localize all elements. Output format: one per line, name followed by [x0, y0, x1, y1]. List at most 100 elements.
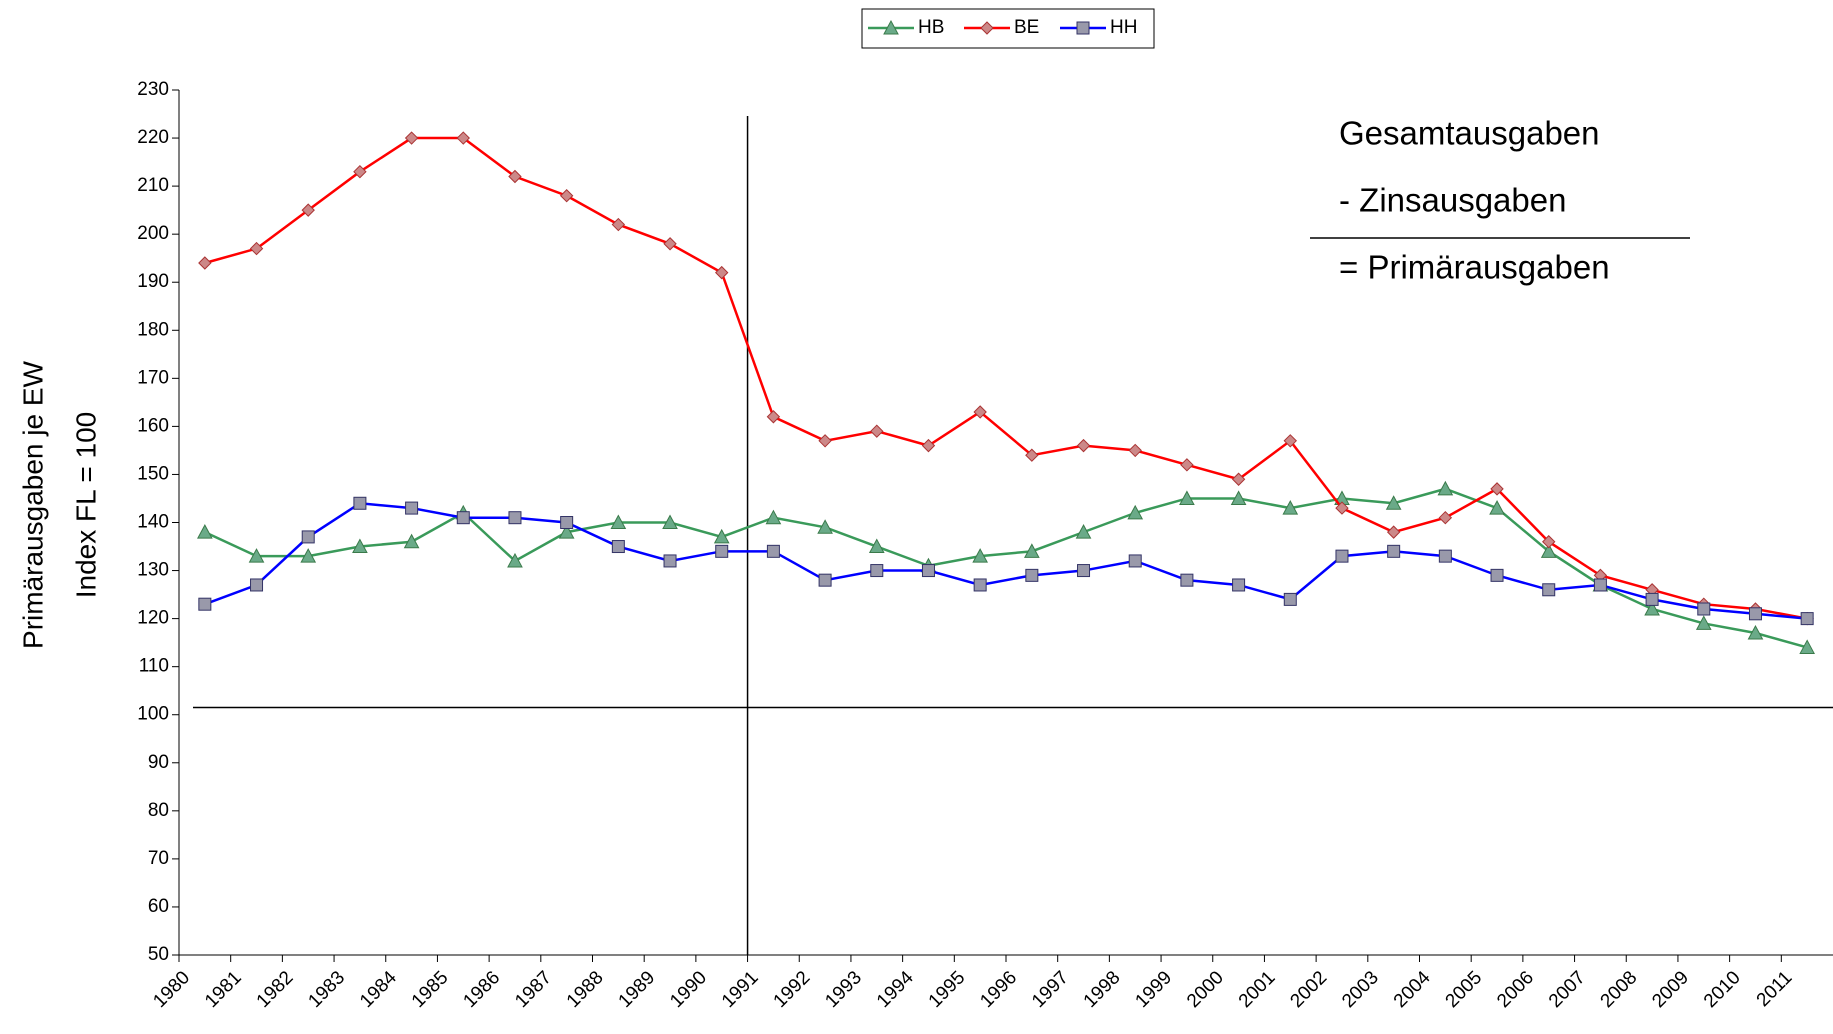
data-point	[1025, 568, 1039, 582]
data-point	[610, 514, 627, 529]
y-tick-label: 120	[137, 608, 169, 629]
data-point	[508, 511, 522, 525]
data-point	[1644, 600, 1660, 616]
data-point	[300, 548, 317, 563]
data-point	[456, 511, 470, 525]
data-point	[1542, 583, 1556, 597]
y-tick-label: 80	[148, 800, 169, 821]
data-point	[972, 548, 988, 563]
data-point	[715, 265, 729, 280]
data-point	[403, 533, 420, 549]
data-point	[1800, 612, 1814, 626]
data-point	[1490, 568, 1504, 582]
data-point	[353, 496, 367, 510]
data-point	[1387, 544, 1401, 558]
y-tick-label: 180	[137, 319, 169, 340]
y-tick-label: 50	[148, 944, 169, 965]
data-point	[663, 237, 677, 251]
x-tick-label: 2011	[1753, 967, 1797, 1011]
x-tick-label: 2005	[1442, 967, 1487, 1012]
x-tick-label: 1990	[666, 967, 711, 1012]
data-point	[249, 241, 264, 256]
data-point	[1128, 443, 1142, 458]
legend-marker	[980, 21, 994, 35]
x-tick-label: 1980	[149, 967, 194, 1012]
x-tick-label: 1994	[873, 967, 918, 1012]
data-point	[301, 203, 315, 217]
x-tick-label: 1993	[821, 967, 866, 1012]
data-point	[248, 548, 265, 563]
data-point	[715, 544, 729, 558]
y-tick-label: 150	[137, 463, 169, 484]
data-point	[818, 573, 832, 587]
x-tick-label: 1996	[976, 967, 1021, 1012]
data-point	[560, 516, 574, 529]
data-point	[1232, 578, 1246, 592]
x-tick-label: 2004	[1390, 967, 1435, 1012]
data-point	[353, 164, 367, 179]
x-tick-label: 2001	[1235, 967, 1280, 1012]
data-point	[1489, 500, 1505, 515]
data-point	[1025, 448, 1039, 462]
x-tick-label: 2007	[1545, 967, 1590, 1012]
data-point	[921, 438, 936, 453]
annotation: = Primärausgaben	[1339, 249, 1610, 286]
data-point	[198, 597, 212, 611]
data-point	[1076, 438, 1091, 453]
data-point	[817, 519, 833, 534]
data-point	[765, 509, 782, 525]
data-point	[1695, 615, 1712, 630]
data-point	[508, 169, 522, 184]
data-point	[405, 501, 419, 515]
data-point	[507, 552, 523, 568]
data-point	[611, 540, 625, 554]
series-line	[204, 136, 1808, 620]
x-tick-label: 1992	[770, 967, 815, 1012]
x-tick-label: 2006	[1493, 967, 1538, 1012]
data-point	[404, 131, 419, 145]
data-point	[1697, 602, 1711, 616]
data-point	[1180, 573, 1194, 587]
data-point	[1335, 549, 1349, 563]
x-tick-label: 1986	[459, 967, 504, 1012]
x-tick-label: 1995	[925, 967, 970, 1012]
y-axis-title: Index FL = 100	[70, 412, 101, 599]
y-tick-label: 210	[137, 175, 169, 196]
data-point	[973, 405, 987, 419]
data-point	[1077, 564, 1091, 578]
legend-marker	[1076, 21, 1090, 35]
x-tick-label: 1983	[304, 967, 349, 1012]
data-point	[456, 131, 470, 145]
data-point	[1385, 495, 1402, 510]
data-point	[973, 578, 987, 592]
x-tick-label: 2000	[1183, 967, 1228, 1012]
data-point	[1180, 458, 1194, 472]
series-line	[204, 487, 1808, 649]
data-point	[1335, 501, 1349, 515]
y-tick-label: 140	[137, 512, 169, 533]
x-tick-label: 1987	[511, 967, 556, 1012]
data-point	[1542, 535, 1556, 549]
x-tick-label: 1989	[615, 967, 660, 1012]
y-tick-label: 100	[137, 704, 169, 725]
data-point	[662, 514, 678, 529]
y-tick-label: 230	[137, 79, 169, 100]
x-tick-label: 1988	[563, 967, 608, 1012]
x-tick-label: 1997	[1028, 967, 1073, 1012]
y-tick-label: 220	[137, 127, 169, 148]
x-tick-label: 2009	[1648, 967, 1693, 1012]
data-point	[611, 217, 626, 232]
data-point	[1283, 592, 1297, 606]
data-point	[197, 524, 213, 539]
data-point	[1747, 624, 1764, 640]
y-tick-label: 130	[137, 560, 169, 581]
x-tick-label: 1991	[718, 967, 763, 1012]
y-tick-label: 190	[137, 271, 169, 292]
data-point	[713, 528, 730, 544]
data-point	[352, 538, 368, 554]
data-point	[1282, 500, 1299, 515]
data-point	[868, 538, 885, 554]
data-point	[1490, 482, 1504, 496]
x-tick-label: 2002	[1286, 967, 1331, 1012]
